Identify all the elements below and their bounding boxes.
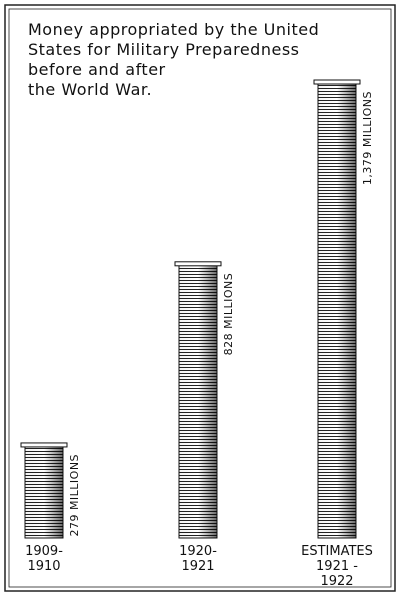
bar-cap [20,442,68,448]
frame [4,4,396,592]
x-tick-label: 1909- 1910 [25,544,63,574]
bar-cap [174,261,222,267]
bar-cap [313,79,361,85]
value-label: 828 MILLIONS [222,273,235,356]
chart-title: Money appropriated by the United States … [28,20,320,99]
value-label: 1,379 MILLIONS [361,91,374,185]
frame-inner [8,8,392,588]
value-label: 279 MILLIONS [68,454,81,537]
x-tick-label: ESTIMATES 1921 - 1922 [301,544,373,589]
x-tick-label: 1920- 1921 [179,544,217,574]
bar-shade [25,445,63,538]
bar-shade [318,83,356,538]
bar-shade [179,264,217,538]
